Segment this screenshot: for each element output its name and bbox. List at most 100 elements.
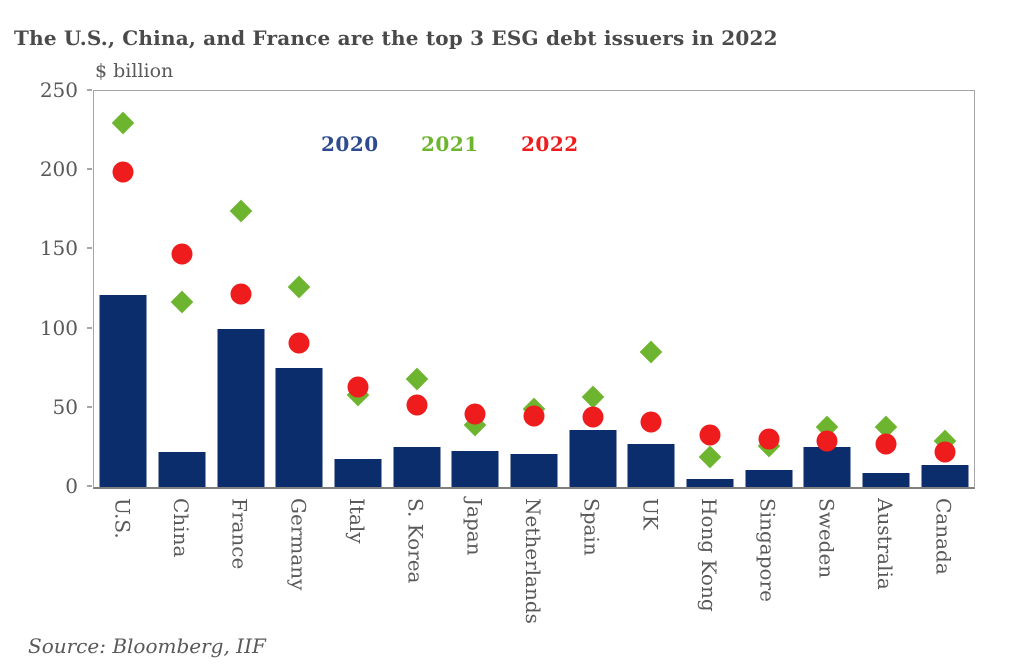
- category-column-canada: [915, 91, 974, 487]
- bar-2020: [745, 469, 793, 487]
- circle-marker-2022: [406, 394, 428, 416]
- bar-2020: [510, 453, 558, 487]
- y-axis-unit-label: $ billion: [95, 60, 174, 82]
- y-tick-mark: [87, 485, 92, 487]
- diamond-marker-2021: [170, 290, 194, 314]
- circle-marker-2022: [875, 433, 897, 455]
- bar-2020: [393, 447, 441, 487]
- bar-2020: [862, 472, 910, 487]
- diamond-marker-2021: [112, 111, 135, 135]
- circle-marker-2022: [816, 430, 838, 452]
- x-label-slot: UK: [621, 498, 680, 628]
- x-label-slot: Japan: [445, 498, 504, 628]
- x-label-slot: France: [210, 498, 269, 628]
- x-label-uk: UK: [638, 498, 663, 530]
- x-label-hong-kong: Hong Kong: [696, 498, 721, 612]
- x-label-slot: Canada: [914, 498, 973, 628]
- y-tick-mark: [87, 247, 92, 250]
- category-column-china: [153, 91, 212, 487]
- y-tick-label: 200: [39, 157, 78, 182]
- category-column-germany: [270, 91, 329, 487]
- circle-marker-2022: [112, 161, 134, 183]
- category-column-sweden: [798, 91, 857, 487]
- circle-marker-2022: [347, 376, 369, 398]
- circle-marker-2022: [171, 243, 193, 265]
- bar-2020: [569, 429, 617, 487]
- plot-area: 2020 2021 2022: [93, 90, 975, 489]
- x-label-s-korea: S. Korea: [403, 498, 428, 584]
- bar-2020: [921, 464, 969, 487]
- x-axis: U.S. China France Germany Italy S. Korea Japan…: [93, 498, 973, 628]
- x-label-netherlands: Netherlands: [520, 498, 545, 624]
- x-label-spain: Spain: [579, 498, 604, 556]
- x-label-slot: Sweden: [797, 498, 856, 628]
- category-column-italy: [329, 91, 388, 487]
- x-label-slot: Germany: [269, 498, 328, 628]
- category-column-japan: [446, 91, 505, 487]
- y-tick-mark: [87, 405, 92, 408]
- category-column-uk: [622, 91, 681, 487]
- bar-2020: [803, 447, 851, 487]
- circle-marker-2022: [582, 406, 604, 428]
- category-column-s-korea: [387, 91, 446, 487]
- x-label-japan: Japan: [462, 498, 487, 556]
- x-label-germany: Germany: [286, 498, 311, 591]
- circle-marker-2022: [934, 441, 956, 463]
- x-label-u-s-: U.S.: [110, 498, 135, 539]
- chart-title: The U.S., China, and France are the top …: [14, 26, 778, 50]
- circle-marker-2022: [758, 428, 780, 450]
- y-tick-mark: [87, 89, 92, 91]
- circle-marker-2022: [230, 283, 252, 305]
- y-tick-mark: [87, 326, 92, 329]
- bar-2020: [334, 458, 382, 487]
- circle-marker-2022: [699, 424, 721, 446]
- bar-2020: [217, 328, 265, 487]
- category-column-france: [211, 91, 270, 487]
- y-axis: 0 50 100 150 200 250: [0, 0, 92, 669]
- category-column-hong-kong: [681, 91, 740, 487]
- y-tick-mark: [87, 168, 92, 171]
- x-label-sweden: Sweden: [814, 498, 839, 579]
- circle-marker-2022: [464, 403, 486, 425]
- bar-2020: [99, 295, 147, 487]
- category-column-australia: [857, 91, 916, 487]
- y-tick-label: 100: [39, 315, 78, 340]
- x-label-china: China: [168, 498, 193, 558]
- category-column-u-s-: [94, 91, 153, 487]
- x-label-singapore: Singapore: [755, 498, 780, 602]
- x-label-slot: Spain: [562, 498, 621, 628]
- bar-2020: [275, 368, 323, 487]
- category-column-singapore: [739, 91, 798, 487]
- x-label-canada: Canada: [931, 498, 956, 575]
- x-label-slot: U.S.: [93, 498, 152, 628]
- x-label-slot: Australia: [856, 498, 915, 628]
- bar-2020: [158, 452, 206, 487]
- circle-marker-2022: [523, 405, 545, 427]
- x-label-slot: China: [152, 498, 211, 628]
- diamond-marker-2021: [640, 341, 663, 364]
- x-label-italy: Italy: [344, 498, 369, 544]
- x-label-slot: Netherlands: [504, 498, 563, 628]
- x-label-slot: Italy: [328, 498, 387, 628]
- x-label-france: France: [227, 498, 252, 570]
- diamond-marker-2021: [229, 200, 252, 223]
- x-label-slot: S. Korea: [386, 498, 445, 628]
- y-tick-label: 0: [65, 474, 78, 498]
- y-tick-label: 250: [39, 78, 78, 102]
- category-column-spain: [563, 91, 622, 487]
- bar-2020: [451, 450, 499, 487]
- x-label-slot: Singapore: [738, 498, 797, 628]
- diamond-marker-2021: [698, 445, 722, 469]
- y-tick-label: 150: [39, 236, 78, 261]
- bar-2020: [686, 479, 734, 487]
- circle-marker-2022: [288, 332, 310, 354]
- category-column-netherlands: [505, 91, 564, 487]
- diamond-marker-2021: [288, 276, 311, 299]
- y-tick-label: 50: [52, 394, 78, 419]
- x-label-australia: Australia: [872, 498, 897, 590]
- circle-marker-2022: [640, 411, 662, 433]
- diamond-marker-2021: [405, 367, 428, 391]
- diamond-marker-2021: [581, 385, 604, 409]
- source-note: Source: Bloomberg, IIF: [28, 634, 266, 658]
